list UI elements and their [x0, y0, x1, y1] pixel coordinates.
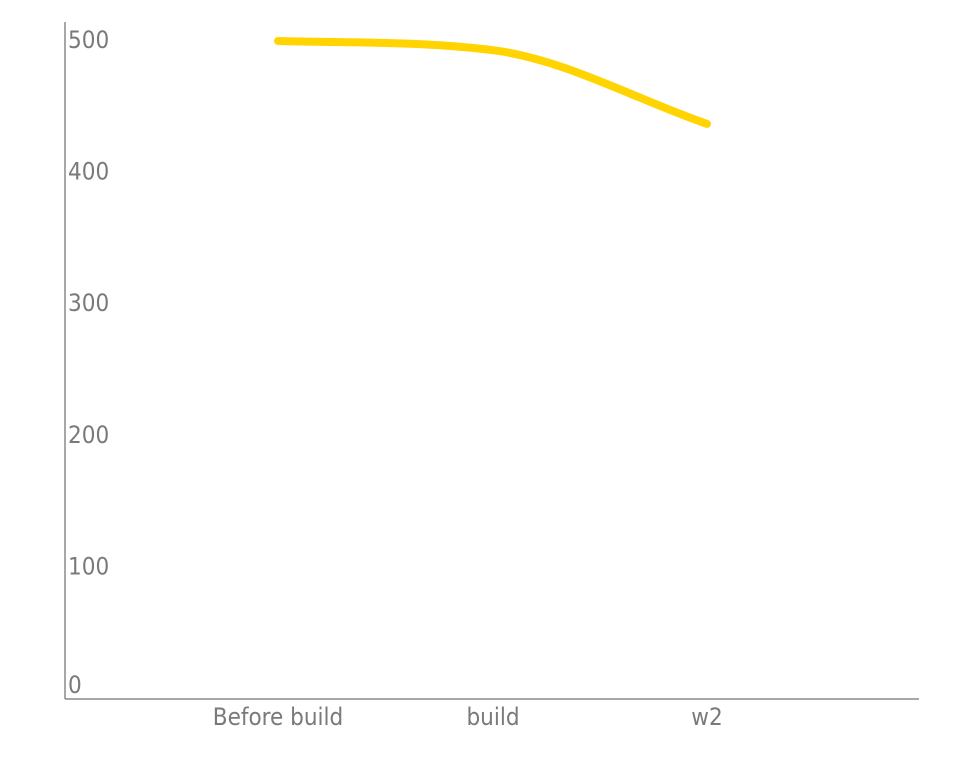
y-tick-label: 300 — [68, 289, 109, 317]
y-tick-label: 500 — [68, 26, 109, 54]
y-tick-label: 0 — [68, 671, 82, 699]
series-line — [274, 37, 711, 128]
x-tick-label: build — [466, 703, 519, 731]
y-tick-label: 100 — [68, 552, 109, 580]
y-tick-label: 400 — [68, 158, 109, 186]
y-tick-label: 200 — [68, 421, 109, 449]
x-tick-label: Before build — [213, 703, 344, 731]
y-axis-ticks: 0 100 200 300 400 500 — [68, 26, 109, 699]
series-group — [274, 37, 711, 128]
x-axis-ticks: Before build build w2 — [213, 703, 723, 731]
x-tick-label: w2 — [691, 703, 722, 731]
